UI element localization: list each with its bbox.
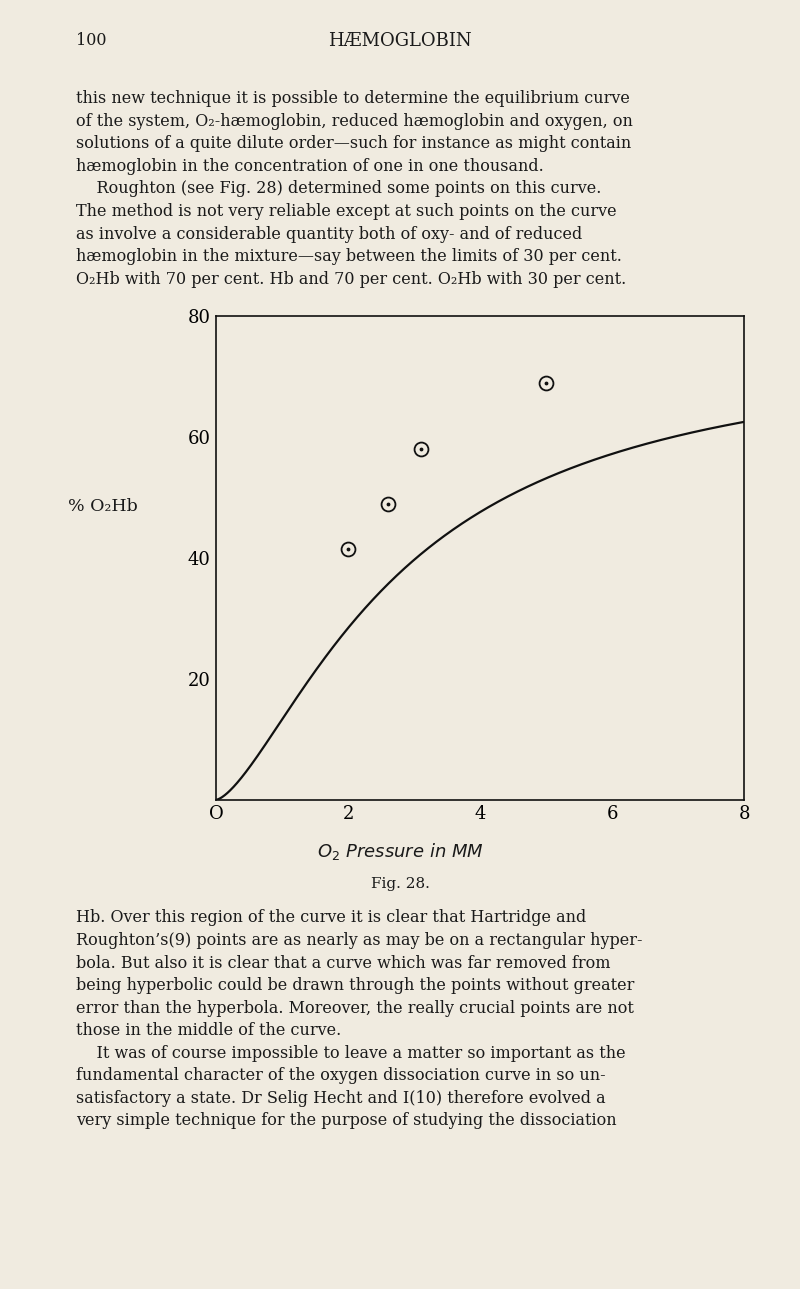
- Text: bola. But also it is clear that a curve which was far removed from: bola. But also it is clear that a curve …: [76, 955, 610, 972]
- Text: hæmoglobin in the concentration of one in one thousand.: hæmoglobin in the concentration of one i…: [76, 159, 544, 175]
- Text: % O₂Hb: % O₂Hb: [68, 498, 138, 516]
- Text: this new technique it is possible to determine the equilibrium curve: this new technique it is possible to det…: [76, 90, 630, 107]
- Text: hæmoglobin in the mixture—say between the limits of 30 per cent.: hæmoglobin in the mixture—say between th…: [76, 249, 622, 266]
- Text: satisfactory a state. Dr Selig Hecht and I(10) therefore evolved a: satisfactory a state. Dr Selig Hecht and…: [76, 1090, 606, 1107]
- Text: Roughton (see Fig. 28) determined some points on this curve.: Roughton (see Fig. 28) determined some p…: [76, 180, 602, 197]
- Text: fundamental character of the oxygen dissociation curve in so un-: fundamental character of the oxygen diss…: [76, 1067, 606, 1084]
- Text: of the system, O₂-hæmoglobin, reduced hæmoglobin and oxygen, on: of the system, O₂-hæmoglobin, reduced hæ…: [76, 113, 633, 130]
- Text: Fig. 28.: Fig. 28.: [370, 878, 430, 891]
- Text: It was of course impossible to leave a matter so important as the: It was of course impossible to leave a m…: [76, 1045, 626, 1062]
- Text: Hb. Over this region of the curve it is clear that Hartridge and: Hb. Over this region of the curve it is …: [76, 910, 586, 927]
- Text: error than the hyperbola. Moreover, the really crucial points are not: error than the hyperbola. Moreover, the …: [76, 1000, 634, 1017]
- Text: $O_2$ $\it{Pressure}$ $\it{in}$ $\mathit{MM}$: $O_2$ $\it{Pressure}$ $\it{in}$ $\mathit…: [317, 842, 483, 862]
- Text: being hyperbolic could be drawn through the points without greater: being hyperbolic could be drawn through …: [76, 977, 634, 994]
- Text: very simple technique for the purpose of studying the dissociation: very simple technique for the purpose of…: [76, 1112, 617, 1129]
- Text: solutions of a quite dilute order—such for instance as might contain: solutions of a quite dilute order—such f…: [76, 135, 631, 152]
- Text: The method is not very reliable except at such points on the curve: The method is not very reliable except a…: [76, 204, 617, 220]
- Text: Roughton’s(9) points are as nearly as may be on a rectangular hyper-: Roughton’s(9) points are as nearly as ma…: [76, 932, 642, 949]
- Text: as involve a considerable quantity both of oxy- and of reduced: as involve a considerable quantity both …: [76, 226, 582, 242]
- Text: 100: 100: [76, 32, 106, 49]
- Text: those in the middle of the curve.: those in the middle of the curve.: [76, 1022, 342, 1039]
- Text: HÆMOGLOBIN: HÆMOGLOBIN: [328, 32, 472, 50]
- Text: O₂Hb with 70 per cent. Hb and 70 per cent. O₂Hb with 30 per cent.: O₂Hb with 70 per cent. Hb and 70 per cen…: [76, 271, 626, 287]
